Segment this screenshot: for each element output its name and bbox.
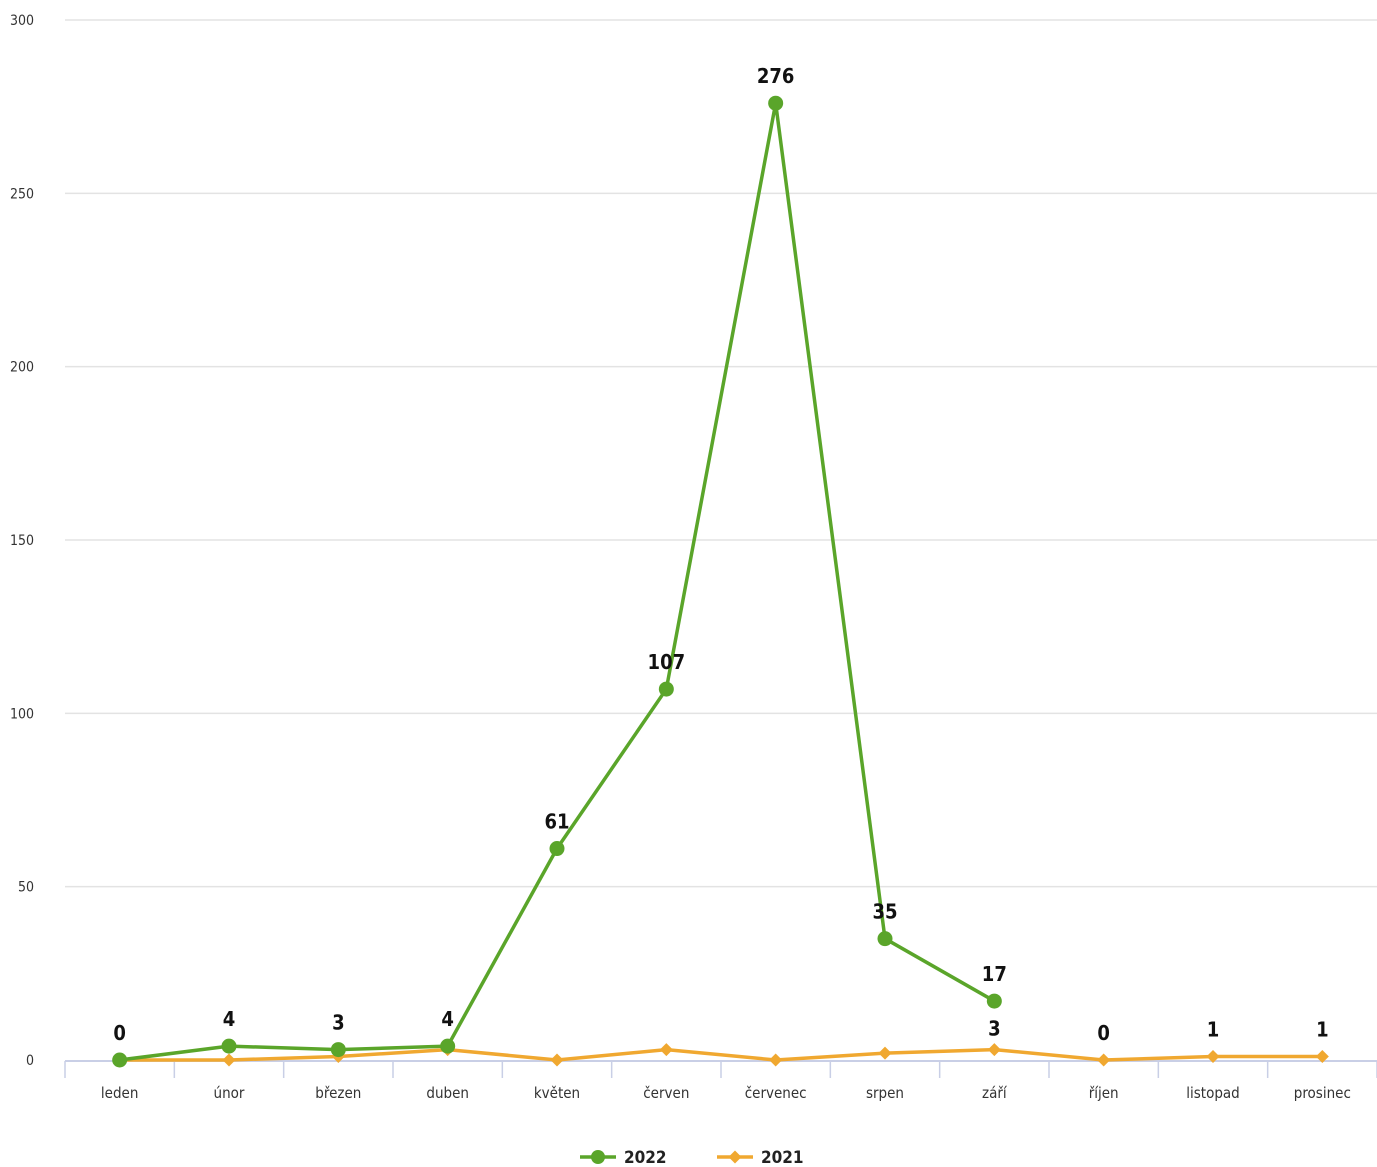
legend-diamond-marker [728, 1150, 742, 1164]
point-2022[interactable] [549, 841, 565, 857]
y-tick-label: 50 [18, 880, 34, 896]
y-tick-label: 100 [10, 706, 34, 722]
x-axis: leden únor březen duben květen červen červenec… [64, 1060, 1377, 1102]
legend-item-2022[interactable]: 2022 [580, 1148, 667, 1167]
x-tick-label: březen [315, 1084, 361, 1102]
data-label: 276 [757, 64, 795, 88]
point-2021[interactable] [769, 1053, 783, 1067]
data-label: 0 [113, 1021, 126, 1045]
data-label: 35 [872, 900, 897, 924]
x-tick-label: září [982, 1084, 1008, 1102]
data-label: 1 [1207, 1018, 1220, 1042]
point-2021[interactable] [878, 1046, 892, 1060]
data-label: 4 [441, 1007, 454, 1031]
y-tick-label: 300 [10, 13, 34, 29]
data-label: 0 [1097, 1021, 1110, 1045]
point-2022[interactable] [112, 1052, 128, 1068]
point-2022[interactable] [658, 681, 674, 697]
x-tick-label: listopad [1186, 1084, 1239, 1102]
point-2021[interactable] [1097, 1053, 1111, 1067]
legend-label: 2022 [624, 1148, 667, 1167]
series-line-2021 [119, 1047, 1323, 1062]
point-2021[interactable] [1206, 1050, 1220, 1064]
point-2022[interactable] [877, 931, 893, 947]
point-2022[interactable] [440, 1038, 456, 1054]
data-label: 1 [1316, 1018, 1329, 1042]
data-label-2021: 3 [988, 1017, 1001, 1041]
point-2021[interactable] [222, 1053, 236, 1067]
series-line-2022 [119, 101, 996, 1062]
x-tick-label: leden [101, 1084, 139, 1102]
point-2021[interactable] [659, 1043, 673, 1057]
legend-item-2021[interactable]: 2021 [717, 1148, 804, 1167]
data-label: 3 [332, 1011, 345, 1035]
point-2021[interactable] [550, 1053, 564, 1067]
x-tick-label: červenec [745, 1084, 807, 1102]
legend-label: 2021 [761, 1148, 804, 1167]
y-axis: 0 50 100 150 200 250 300 [10, 13, 34, 1069]
data-labels: 0 4 3 4 61 107 276 35 17 0 1 1 3 [113, 64, 1328, 1045]
legend-circle-marker [591, 1150, 605, 1164]
x-tick-label: červen [643, 1084, 689, 1102]
y-tick-label: 0 [26, 1053, 34, 1069]
x-tick-label: prosinec [1294, 1084, 1351, 1102]
grid-lines [65, 19, 1377, 888]
series-group [112, 95, 1329, 1068]
data-label: 107 [648, 650, 686, 674]
x-tick-label: říjen [1089, 1084, 1119, 1102]
y-tick-label: 250 [10, 186, 34, 202]
x-tick-label: srpen [866, 1084, 904, 1102]
data-label: 4 [223, 1007, 236, 1031]
point-2021[interactable] [1315, 1050, 1329, 1064]
data-label: 61 [544, 810, 569, 834]
point-2022[interactable] [768, 95, 784, 111]
x-tick-label: únor [214, 1084, 245, 1102]
legend[interactable]: 2022 2021 [580, 1148, 804, 1167]
point-2022[interactable] [330, 1042, 346, 1058]
data-label: 17 [982, 962, 1007, 986]
x-tick-label: květen [534, 1084, 580, 1102]
y-tick-label: 150 [10, 533, 34, 549]
point-2022[interactable] [986, 993, 1002, 1009]
y-tick-label: 200 [10, 360, 34, 376]
point-2021[interactable] [987, 1043, 1001, 1057]
x-tick-label: duben [426, 1084, 469, 1102]
point-2022[interactable] [221, 1038, 237, 1054]
